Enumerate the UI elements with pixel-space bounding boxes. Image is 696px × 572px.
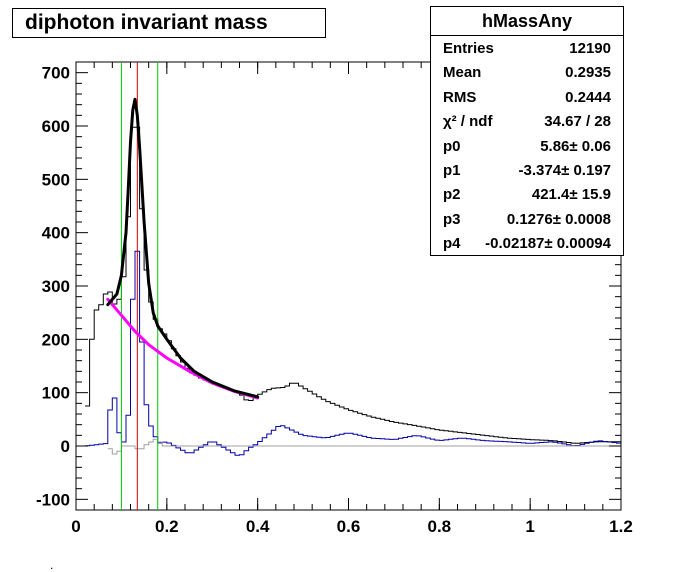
stats-value: -3.374± 0.197 (518, 161, 611, 179)
x-tick-label: 1.2 (609, 517, 633, 536)
stats-value: 0.1276± 0.0008 (506, 210, 611, 228)
stats-box: hMassAny Entries 12190 Mean 0.2935 RMS 0.24… (430, 6, 624, 256)
y-tick-label: 600 (42, 117, 70, 136)
y-tick-label: -100 (36, 490, 70, 509)
x-tick-label: 0 (71, 517, 80, 536)
stats-value: -0.02187± 0.00094 (485, 235, 611, 253)
stats-key: Mean (443, 64, 482, 82)
stats-row: p2 421.4± 15.9 (431, 182, 623, 206)
stats-key: χ² / ndf (443, 113, 493, 131)
stats-row: Mean 0.2935 (431, 60, 623, 84)
y-tick-label: 400 (42, 224, 70, 243)
y-tick-label: 700 (42, 64, 70, 83)
stats-row: p4 -0.02187± 0.00094 (431, 231, 623, 255)
stats-key: Entries (443, 40, 494, 57)
stats-value: 0.2935 (565, 64, 611, 82)
signal-fit-curve (106, 97, 260, 399)
x-tick-label: 0.4 (246, 517, 270, 536)
footer-mark: . (50, 558, 54, 572)
stats-key: p4 (443, 235, 461, 253)
stats-value: 0.2444 (565, 88, 611, 106)
x-tick-label: 0.6 (337, 517, 361, 536)
stats-key: RMS (443, 88, 477, 106)
y-tick-label: 500 (42, 170, 70, 189)
stats-key: p0 (443, 137, 461, 155)
stats-row: RMS 0.2444 (431, 85, 623, 109)
chart-title: diphoton invariant mass (12, 8, 326, 38)
stats-row: p0 5.86± 0.06 (431, 134, 623, 158)
stats-key: p3 (443, 210, 461, 228)
stats-row: χ² / ndf 34.67 / 28 (431, 109, 623, 133)
stats-row: Entries 12190 (431, 36, 623, 60)
stats-value: 5.86± 0.06 (540, 137, 611, 155)
histogram-grey (107, 438, 621, 455)
stats-value: 421.4± 15.9 (531, 186, 611, 204)
y-tick-label: 300 (42, 277, 70, 296)
histogram-blue (85, 250, 621, 456)
x-tick-label: 1 (525, 517, 534, 536)
x-tick-label: 0.8 (428, 517, 452, 536)
y-tick-label: 100 (42, 384, 70, 403)
stats-key: p1 (443, 161, 461, 179)
y-tick-label: 200 (42, 330, 70, 349)
stats-row: p3 0.1276± 0.0008 (431, 207, 623, 231)
stats-name: hMassAny (431, 7, 623, 36)
stats-value: 12190 (569, 40, 611, 57)
stats-value: 34.67 / 28 (544, 113, 611, 131)
y-tick-label: 0 (61, 437, 70, 456)
stats-row: p1 -3.374± 0.197 (431, 158, 623, 182)
stats-key: p2 (443, 186, 461, 204)
x-tick-label: 0.2 (155, 517, 179, 536)
